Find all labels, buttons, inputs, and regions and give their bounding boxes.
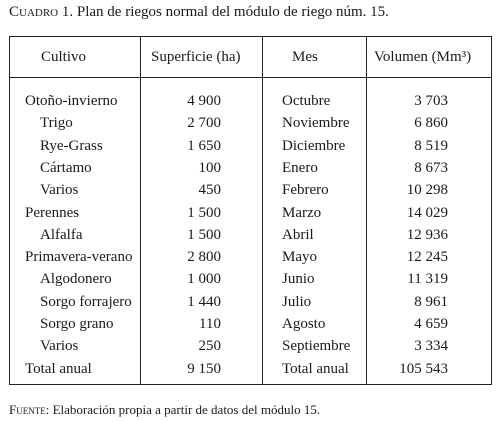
cell-superficie: 250 xyxy=(198,338,222,355)
table-row: Cártamo 100 Enero 8 673 xyxy=(10,160,491,182)
cell-mes: Marzo xyxy=(282,204,322,221)
cell-cultivo: Varios xyxy=(40,338,79,355)
cell-mes: Junio xyxy=(282,271,315,288)
cell-superficie: 4 900 xyxy=(187,93,221,109)
cell-cultivo: Rye-Grass xyxy=(40,137,103,154)
table-row: Primavera-verano 2 800 Mayo 12 245 xyxy=(10,249,491,271)
header-mes: Mes xyxy=(292,49,318,65)
table-row: Varios 450 Febrero 10 298 xyxy=(10,182,491,204)
source-text: Elaboración propia a partir de datos del… xyxy=(52,402,321,417)
cell-cultivo: Sorgo grano xyxy=(40,316,114,332)
column-divider xyxy=(366,37,367,384)
cell-mes: Mayo xyxy=(282,249,317,266)
table-row: Algodonero 1 000 Junio 11 319 xyxy=(10,271,491,293)
cell-cultivo: Algodonero xyxy=(40,271,112,288)
cell-volumen: 3 703 xyxy=(414,93,448,109)
source-label: Fuente: xyxy=(9,402,50,417)
table-row: Otoño-invierno 4 900 Octubre 3 703 xyxy=(10,93,491,115)
cell-volumen: 14 029 xyxy=(406,204,448,221)
cell-superficie: 110 xyxy=(199,316,221,332)
cell-volumen: 12 936 xyxy=(406,226,448,243)
cell-superficie: 1 500 xyxy=(187,204,221,221)
cell-volumen: 4 659 xyxy=(414,316,448,332)
cell-superficie: 1 000 xyxy=(187,271,221,288)
cell-volumen: 8 961 xyxy=(414,293,448,310)
column-divider xyxy=(140,37,141,384)
caption-text: Plan de riegos normal del módulo de rieg… xyxy=(76,4,389,20)
table-row: Rye-Grass 1 650 Diciembre 8 519 xyxy=(10,138,491,160)
table-row: Trigo 2 700 Noviembre 6 860 xyxy=(10,115,491,137)
cell-cultivo: Alfalfa xyxy=(40,226,83,243)
cell-cultivo: Otoño-invierno xyxy=(25,93,118,109)
cell-volumen: 3 334 xyxy=(414,338,448,355)
cell-volumen: 10 298 xyxy=(406,182,448,199)
irrigation-plan-table: Cultivo Superficie (ha) Mes Volumen (Mm³… xyxy=(9,36,492,385)
cell-volumen: 8 673 xyxy=(414,159,448,176)
cell-superficie: 2 800 xyxy=(187,249,221,266)
table-row: Sorgo grano 110 Agosto 4 659 xyxy=(10,316,491,338)
header-superficie: Superficie (ha) xyxy=(151,49,241,65)
cell-mes: Diciembre xyxy=(282,137,346,154)
cell-cultivo: Perennes xyxy=(25,204,80,221)
cell-volumen: 105 543 xyxy=(399,360,448,377)
header-volumen: Volumen (Mm³) xyxy=(374,49,472,65)
cell-superficie: 1 440 xyxy=(187,293,221,310)
cell-superficie: 450 xyxy=(198,182,222,199)
cell-cultivo: Trigo xyxy=(40,115,73,132)
table-row: Varios 250 Septiembre 3 334 xyxy=(10,338,491,360)
cell-superficie: 1 650 xyxy=(187,137,221,154)
table-row: Alfalfa 1 500 Abril 12 936 xyxy=(10,227,491,249)
cell-superficie: 100 xyxy=(198,159,222,176)
cell-mes: Octubre xyxy=(282,93,331,109)
cell-mes: Noviembre xyxy=(282,115,350,132)
cell-volumen: 11 319 xyxy=(407,271,448,288)
cell-mes: Febrero xyxy=(282,182,329,199)
cell-cultivo: Primavera-verano xyxy=(25,249,133,266)
cell-superficie: 9 150 xyxy=(187,360,221,377)
cell-mes: Agosto xyxy=(282,316,326,332)
table-row: Total anual 9 150 Total anual 105 543 xyxy=(10,361,491,383)
column-divider xyxy=(262,37,263,384)
header-cultivo: Cultivo xyxy=(41,49,87,65)
cell-cultivo: Total anual xyxy=(25,360,92,377)
cell-superficie: 1 500 xyxy=(187,226,221,243)
cell-mes: Abril xyxy=(282,226,314,243)
cell-volumen: 8 519 xyxy=(414,137,448,154)
cell-volumen: 12 245 xyxy=(406,249,448,266)
cell-mes: Total anual xyxy=(282,360,349,377)
cell-cultivo: Cártamo xyxy=(40,159,92,176)
cell-mes: Julio xyxy=(282,293,312,310)
cell-cultivo: Sorgo forrajero xyxy=(40,293,132,310)
cell-mes: Enero xyxy=(282,159,318,176)
caption-label: Cuadro 1. xyxy=(9,4,74,20)
cell-mes: Septiembre xyxy=(282,338,351,355)
table-row: Perennes 1 500 Marzo 14 029 xyxy=(10,205,491,227)
table-source: Fuente: Elaboración propia a partir de d… xyxy=(9,402,320,418)
cell-superficie: 2 700 xyxy=(187,115,221,132)
table-row: Sorgo forrajero 1 440 Julio 8 961 xyxy=(10,294,491,316)
cell-volumen: 6 860 xyxy=(414,115,448,132)
cell-cultivo: Varios xyxy=(40,182,79,199)
header-divider xyxy=(10,77,491,78)
table-caption: Cuadro 1. Plan de riegos normal del módu… xyxy=(9,4,389,21)
